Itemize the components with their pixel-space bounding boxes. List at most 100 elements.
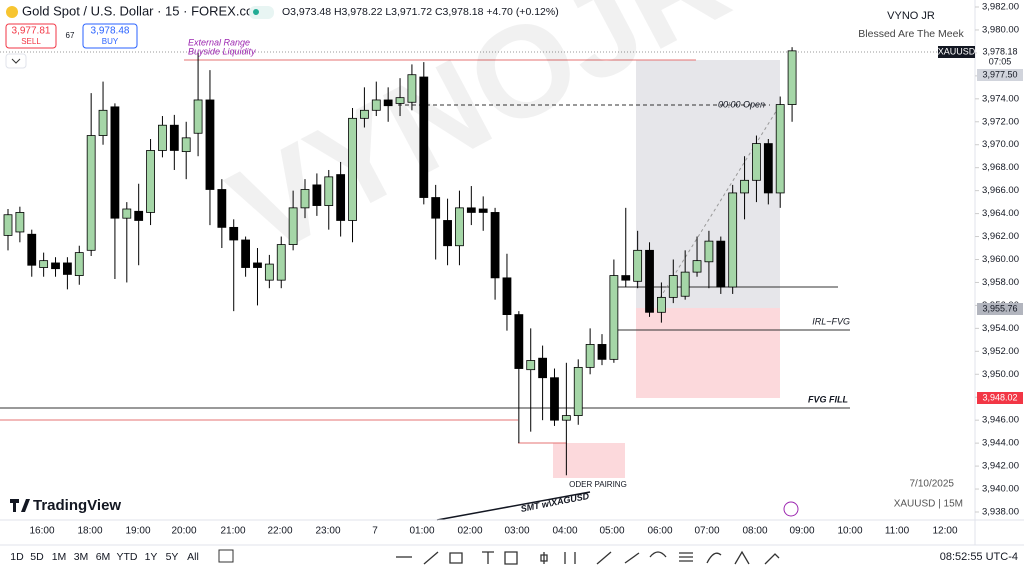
y-tick-label: 3,982.00	[982, 2, 1019, 13]
body	[169, 124, 179, 151]
candle	[300, 179, 310, 219]
body	[371, 99, 381, 111]
x-tick-label: 20:00	[171, 526, 196, 537]
candle	[27, 229, 37, 277]
price-label-box	[977, 392, 1023, 404]
candle	[217, 179, 227, 249]
x-tick-label: 04:00	[552, 526, 577, 537]
x-tick-label: 18:00	[77, 526, 102, 537]
y-tick-label: 3,940.00	[982, 484, 1019, 495]
candle	[490, 207, 500, 300]
candle	[193, 52, 203, 157]
body	[502, 277, 512, 315]
body	[312, 184, 322, 206]
candle	[561, 362, 571, 476]
candle	[585, 328, 595, 375]
tool-icon[interactable]	[564, 552, 576, 564]
body	[692, 260, 702, 273]
body	[455, 207, 464, 247]
tool-icon[interactable]	[679, 552, 693, 562]
range-button[interactable]: 5Y	[166, 551, 179, 563]
y-tick-label: 3,966.00	[982, 185, 1019, 196]
tool-icon[interactable]	[734, 550, 750, 565]
y-tick-label: 3,946.00	[982, 415, 1019, 426]
body	[336, 174, 346, 221]
tool-icon[interactable]	[504, 551, 518, 565]
body	[763, 143, 773, 194]
pairing-box	[553, 443, 625, 478]
alert-icon[interactable]	[783, 501, 799, 517]
candle	[550, 368, 559, 426]
candle	[407, 64, 417, 111]
candle	[146, 138, 155, 226]
body	[407, 74, 417, 103]
tool-icon[interactable]	[624, 552, 640, 564]
x-tick-label: 10:00	[837, 526, 862, 537]
body	[668, 275, 678, 298]
range-button[interactable]: All	[187, 551, 199, 563]
candle	[716, 236, 726, 294]
tool-icon[interactable]	[764, 553, 780, 565]
y-tick-label: 3,974.00	[982, 93, 1019, 104]
candle	[371, 81, 381, 117]
tool-icon[interactable]	[596, 551, 612, 565]
tool-icon[interactable]	[706, 552, 722, 564]
range-button[interactable]: 3M	[74, 551, 89, 563]
candle	[229, 219, 239, 312]
body	[585, 344, 595, 368]
sell-button[interactable]	[5, 23, 57, 49]
price-label: 3,978.18	[982, 46, 1017, 56]
trend-line	[659, 104, 781, 299]
body	[728, 192, 738, 288]
tool-icon[interactable]	[449, 552, 463, 564]
candle	[478, 196, 488, 231]
body	[63, 262, 72, 275]
candle	[205, 70, 215, 226]
body	[146, 150, 155, 213]
tool-icon[interactable]	[649, 551, 667, 558]
body	[253, 262, 262, 268]
date-range-icon[interactable]	[218, 549, 234, 563]
range-button[interactable]: 1M	[52, 551, 67, 563]
smt-line	[436, 491, 591, 521]
x-tick-label: 19:00	[125, 526, 150, 537]
body	[3, 214, 13, 236]
tool-icon[interactable]	[423, 551, 439, 565]
range-button[interactable]: 6M	[96, 551, 111, 563]
candle	[787, 47, 797, 122]
body	[443, 220, 452, 247]
candle	[431, 184, 441, 260]
buy-button[interactable]	[82, 23, 138, 49]
candle	[680, 250, 690, 300]
price-label-box	[977, 56, 1023, 68]
symbol-icon	[6, 6, 18, 18]
body	[514, 314, 524, 369]
price-axis	[975, 0, 1024, 520]
price-label-box	[977, 46, 1023, 58]
body	[348, 117, 357, 221]
spread: 67	[66, 31, 75, 40]
x-tick-label: 23:00	[315, 526, 340, 537]
tool-icon[interactable]	[540, 552, 548, 564]
candle	[609, 259, 619, 363]
range-button[interactable]: 1D	[10, 551, 24, 563]
candle	[704, 230, 714, 289]
collapse-button[interactable]	[5, 53, 27, 69]
range-button[interactable]: 5D	[30, 551, 44, 563]
annotation: 00:00 Open	[718, 99, 765, 109]
candle	[419, 62, 429, 205]
price-label-box	[977, 69, 1023, 81]
status-dot	[253, 9, 259, 15]
y-tick-label: 3,938.00	[982, 507, 1019, 518]
body	[229, 226, 239, 241]
y-tick-label: 3,950.00	[982, 369, 1019, 380]
body	[550, 377, 559, 421]
x-tick-label: 05:00	[599, 526, 624, 537]
x-tick-label: 02:00	[457, 526, 482, 537]
sell-label: SELL	[21, 37, 41, 46]
range-button[interactable]: 1Y	[145, 551, 158, 563]
candle	[645, 242, 654, 317]
tool-icon[interactable]	[482, 551, 494, 564]
range-button[interactable]: YTD	[117, 551, 138, 563]
